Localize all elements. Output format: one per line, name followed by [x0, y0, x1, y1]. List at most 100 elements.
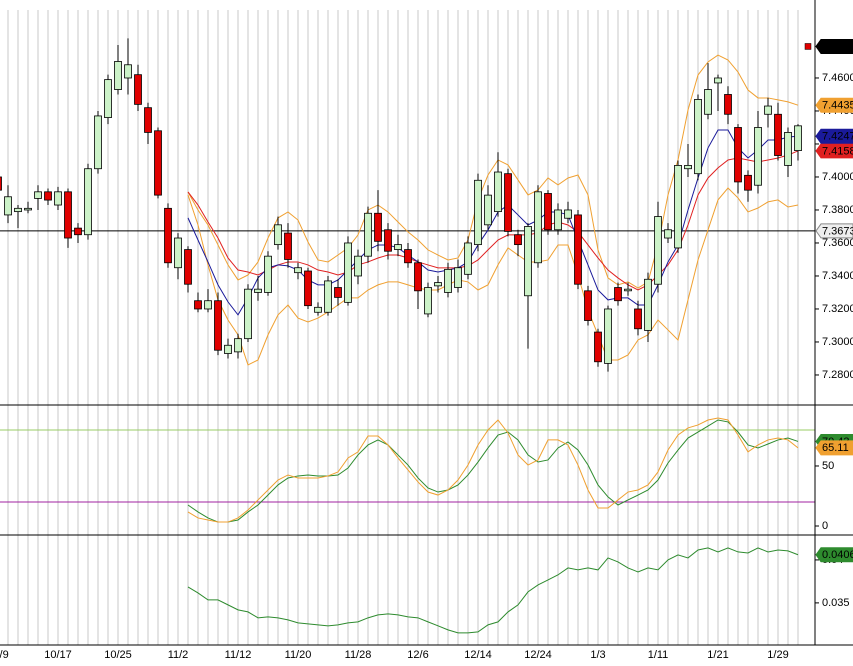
y-tick-label: 50: [822, 460, 834, 472]
candle-body: [444, 268, 452, 293]
candle-body: [574, 214, 582, 285]
value-tag: 65.11: [815, 440, 853, 456]
candle-body: [114, 61, 122, 90]
x-tick-label: 10/9: [0, 649, 9, 661]
candle-body: [144, 107, 152, 133]
value-tag-box: [815, 143, 853, 159]
candle-body: [624, 288, 632, 292]
candle-body: [244, 288, 252, 340]
candle-body: [694, 99, 702, 175]
candle-body: [264, 255, 272, 293]
candle-body: [274, 224, 282, 246]
candle-body: [94, 115, 102, 170]
candle-body: [294, 267, 302, 274]
value-tag-box: [815, 128, 853, 144]
candle-body: [784, 132, 792, 166]
candle-body: [774, 113, 782, 156]
candle-body: [594, 331, 602, 363]
y-tick-label: 7.4000: [822, 171, 853, 183]
indicator-line: [187, 547, 799, 634]
x-tick-label: 12/24: [524, 649, 552, 661]
candle-body: [44, 191, 52, 201]
candle-body: [194, 300, 202, 310]
candle-body: [394, 244, 402, 250]
candle-body: [384, 229, 392, 252]
y-tick-label: 7.3400: [822, 270, 853, 282]
candle-body: [524, 226, 532, 297]
candle-body: [744, 174, 752, 191]
value-tag-box: [815, 440, 853, 456]
candle-body: [674, 165, 682, 249]
x-tick-label: 10/17: [44, 649, 72, 661]
candle-body: [614, 287, 622, 302]
candle-body: [134, 74, 142, 105]
value-tag: 7.3673: [815, 223, 853, 239]
value-tag-label: 65.11: [822, 442, 849, 454]
candle-body: [214, 300, 222, 351]
candle-body: [14, 207, 22, 213]
candle-body: [184, 249, 192, 285]
value-tag: 7.4435: [815, 97, 853, 113]
x-tick-label: 11/12: [225, 649, 252, 661]
y-tick-label: 0.035: [822, 597, 850, 609]
x-tick-label: 1/21: [707, 649, 728, 661]
candle-body: [544, 193, 552, 231]
y-tick-label: 7.3000: [822, 336, 853, 348]
candle-body: [224, 344, 232, 354]
candle-body: [344, 242, 352, 303]
candle-body: [174, 237, 182, 269]
x-tick-label: 11/28: [345, 649, 372, 661]
x-tick-label: 1/29: [767, 649, 788, 661]
value-tag-box: [815, 223, 853, 239]
candle-body: [24, 207, 32, 211]
value-tag: 7.4791: [815, 38, 853, 54]
indicator-line: [187, 129, 799, 316]
candle-body: [454, 267, 462, 288]
value-tag: 0.0406: [815, 547, 853, 563]
candle-body: [314, 306, 322, 313]
candle-body: [204, 300, 212, 310]
candle-body: [664, 229, 672, 239]
candle-body: [54, 191, 62, 206]
candle-body: [74, 227, 82, 236]
candle-body: [404, 249, 412, 264]
x-tick-label: 12/6: [407, 649, 428, 661]
candle-body: [64, 191, 72, 239]
candle-body: [334, 287, 342, 298]
candle-body: [684, 165, 692, 170]
value-tag: 7.4158: [815, 143, 853, 159]
candle-body: [714, 77, 722, 84]
candle-body: [654, 216, 662, 285]
y-tick-label: 7.3200: [822, 303, 853, 315]
candle-body: [584, 290, 592, 321]
last-price-marker: [804, 43, 812, 50]
candle-body: [554, 209, 562, 231]
candle-body: [634, 308, 642, 330]
y-tick-label: 7.2800: [822, 369, 853, 381]
value-tag-label: 7.3673: [822, 225, 853, 237]
value-tag-label: 0.0406: [822, 549, 853, 561]
candle-body: [354, 255, 362, 277]
candle-body: [84, 168, 92, 236]
candle-body: [304, 270, 312, 307]
candle-body: [434, 282, 442, 287]
candle-body: [254, 288, 262, 293]
x-tick-label: 11/20: [285, 649, 312, 661]
candle-body: [124, 64, 132, 79]
candle-body: [324, 280, 332, 313]
candle-body: [4, 196, 12, 216]
candle-body: [234, 338, 242, 353]
value-tag-box: [815, 547, 853, 563]
value-tag-label: 7.4791: [822, 41, 853, 53]
candle-body: [374, 212, 382, 242]
x-tick-label: 10/25: [104, 649, 132, 661]
candle-body: [754, 127, 762, 186]
candle-body: [34, 191, 42, 199]
candle-body: [724, 94, 732, 115]
y-tick-label: 0: [822, 520, 828, 532]
value-tag-label: 7.4158: [822, 145, 853, 157]
indicator-line: [187, 417, 799, 523]
candle-body: [474, 179, 482, 246]
indicator-line: [187, 150, 799, 291]
